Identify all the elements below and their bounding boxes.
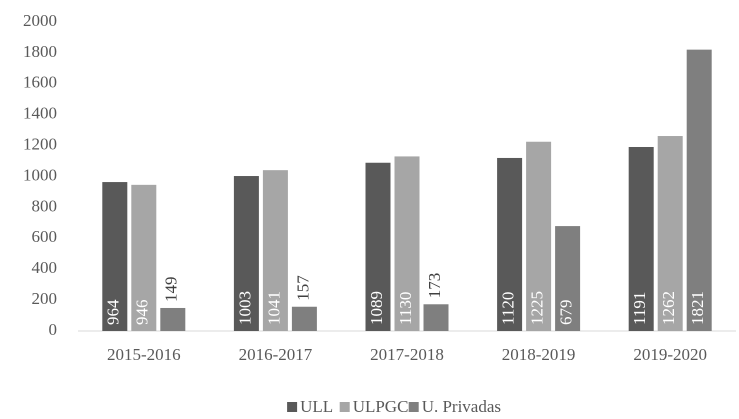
- value-label: 1262: [659, 291, 678, 325]
- bar: [160, 307, 186, 331]
- legend-swatch: [408, 402, 419, 412]
- legend-swatch: [339, 402, 350, 412]
- y-tick-label: 0: [49, 320, 58, 339]
- bar: [628, 146, 654, 331]
- value-label: 1003: [235, 291, 254, 325]
- value-label: 1821: [688, 291, 707, 325]
- value-label: 964: [104, 299, 123, 325]
- value-label: 679: [557, 300, 576, 326]
- value-label: 946: [133, 300, 152, 326]
- bar: [233, 176, 259, 331]
- value-label: 149: [162, 276, 181, 302]
- y-tick-label: 1200: [23, 135, 57, 154]
- value-label: 1130: [396, 292, 415, 325]
- bar: [657, 136, 683, 331]
- value-label: 1225: [528, 291, 547, 325]
- x-tick-label: 2019-2020: [633, 345, 707, 364]
- value-label: 1191: [630, 292, 649, 325]
- bar: [555, 226, 581, 331]
- bar: [365, 162, 391, 331]
- x-tick-label: 2018-2019: [502, 345, 576, 364]
- bar: [423, 304, 449, 331]
- value-label: 157: [293, 275, 312, 301]
- legend-label: ULL: [300, 397, 333, 416]
- y-tick-label: 2000: [23, 11, 57, 30]
- bar: [497, 157, 523, 331]
- legend-swatch: [287, 402, 298, 412]
- x-tick-label: 2015-2016: [107, 345, 181, 364]
- y-tick-label: 1000: [23, 165, 57, 184]
- y-tick-label: 600: [32, 227, 58, 246]
- value-label: 173: [425, 273, 444, 299]
- bar: [262, 170, 288, 331]
- x-tick-label: 2017-2018: [370, 345, 444, 364]
- value-label: 1120: [499, 292, 518, 325]
- value-label: 1089: [367, 291, 386, 325]
- legend-label: U. Privadas: [422, 397, 501, 416]
- y-tick-label: 1600: [23, 73, 57, 92]
- value-label: 1041: [264, 291, 283, 325]
- y-tick-label: 400: [32, 258, 58, 277]
- y-tick-label: 1400: [23, 104, 57, 123]
- bar: [686, 49, 712, 332]
- y-tick-label: 200: [32, 289, 58, 308]
- bar: [291, 306, 317, 331]
- y-tick-label: 1800: [23, 42, 57, 61]
- bar: [102, 182, 128, 331]
- bar: [131, 184, 157, 331]
- bar: [526, 141, 552, 331]
- bar: [394, 156, 420, 331]
- x-tick-label: 2016-2017: [239, 345, 313, 364]
- y-tick-label: 800: [32, 196, 58, 215]
- legend-label: ULPGC: [353, 397, 409, 416]
